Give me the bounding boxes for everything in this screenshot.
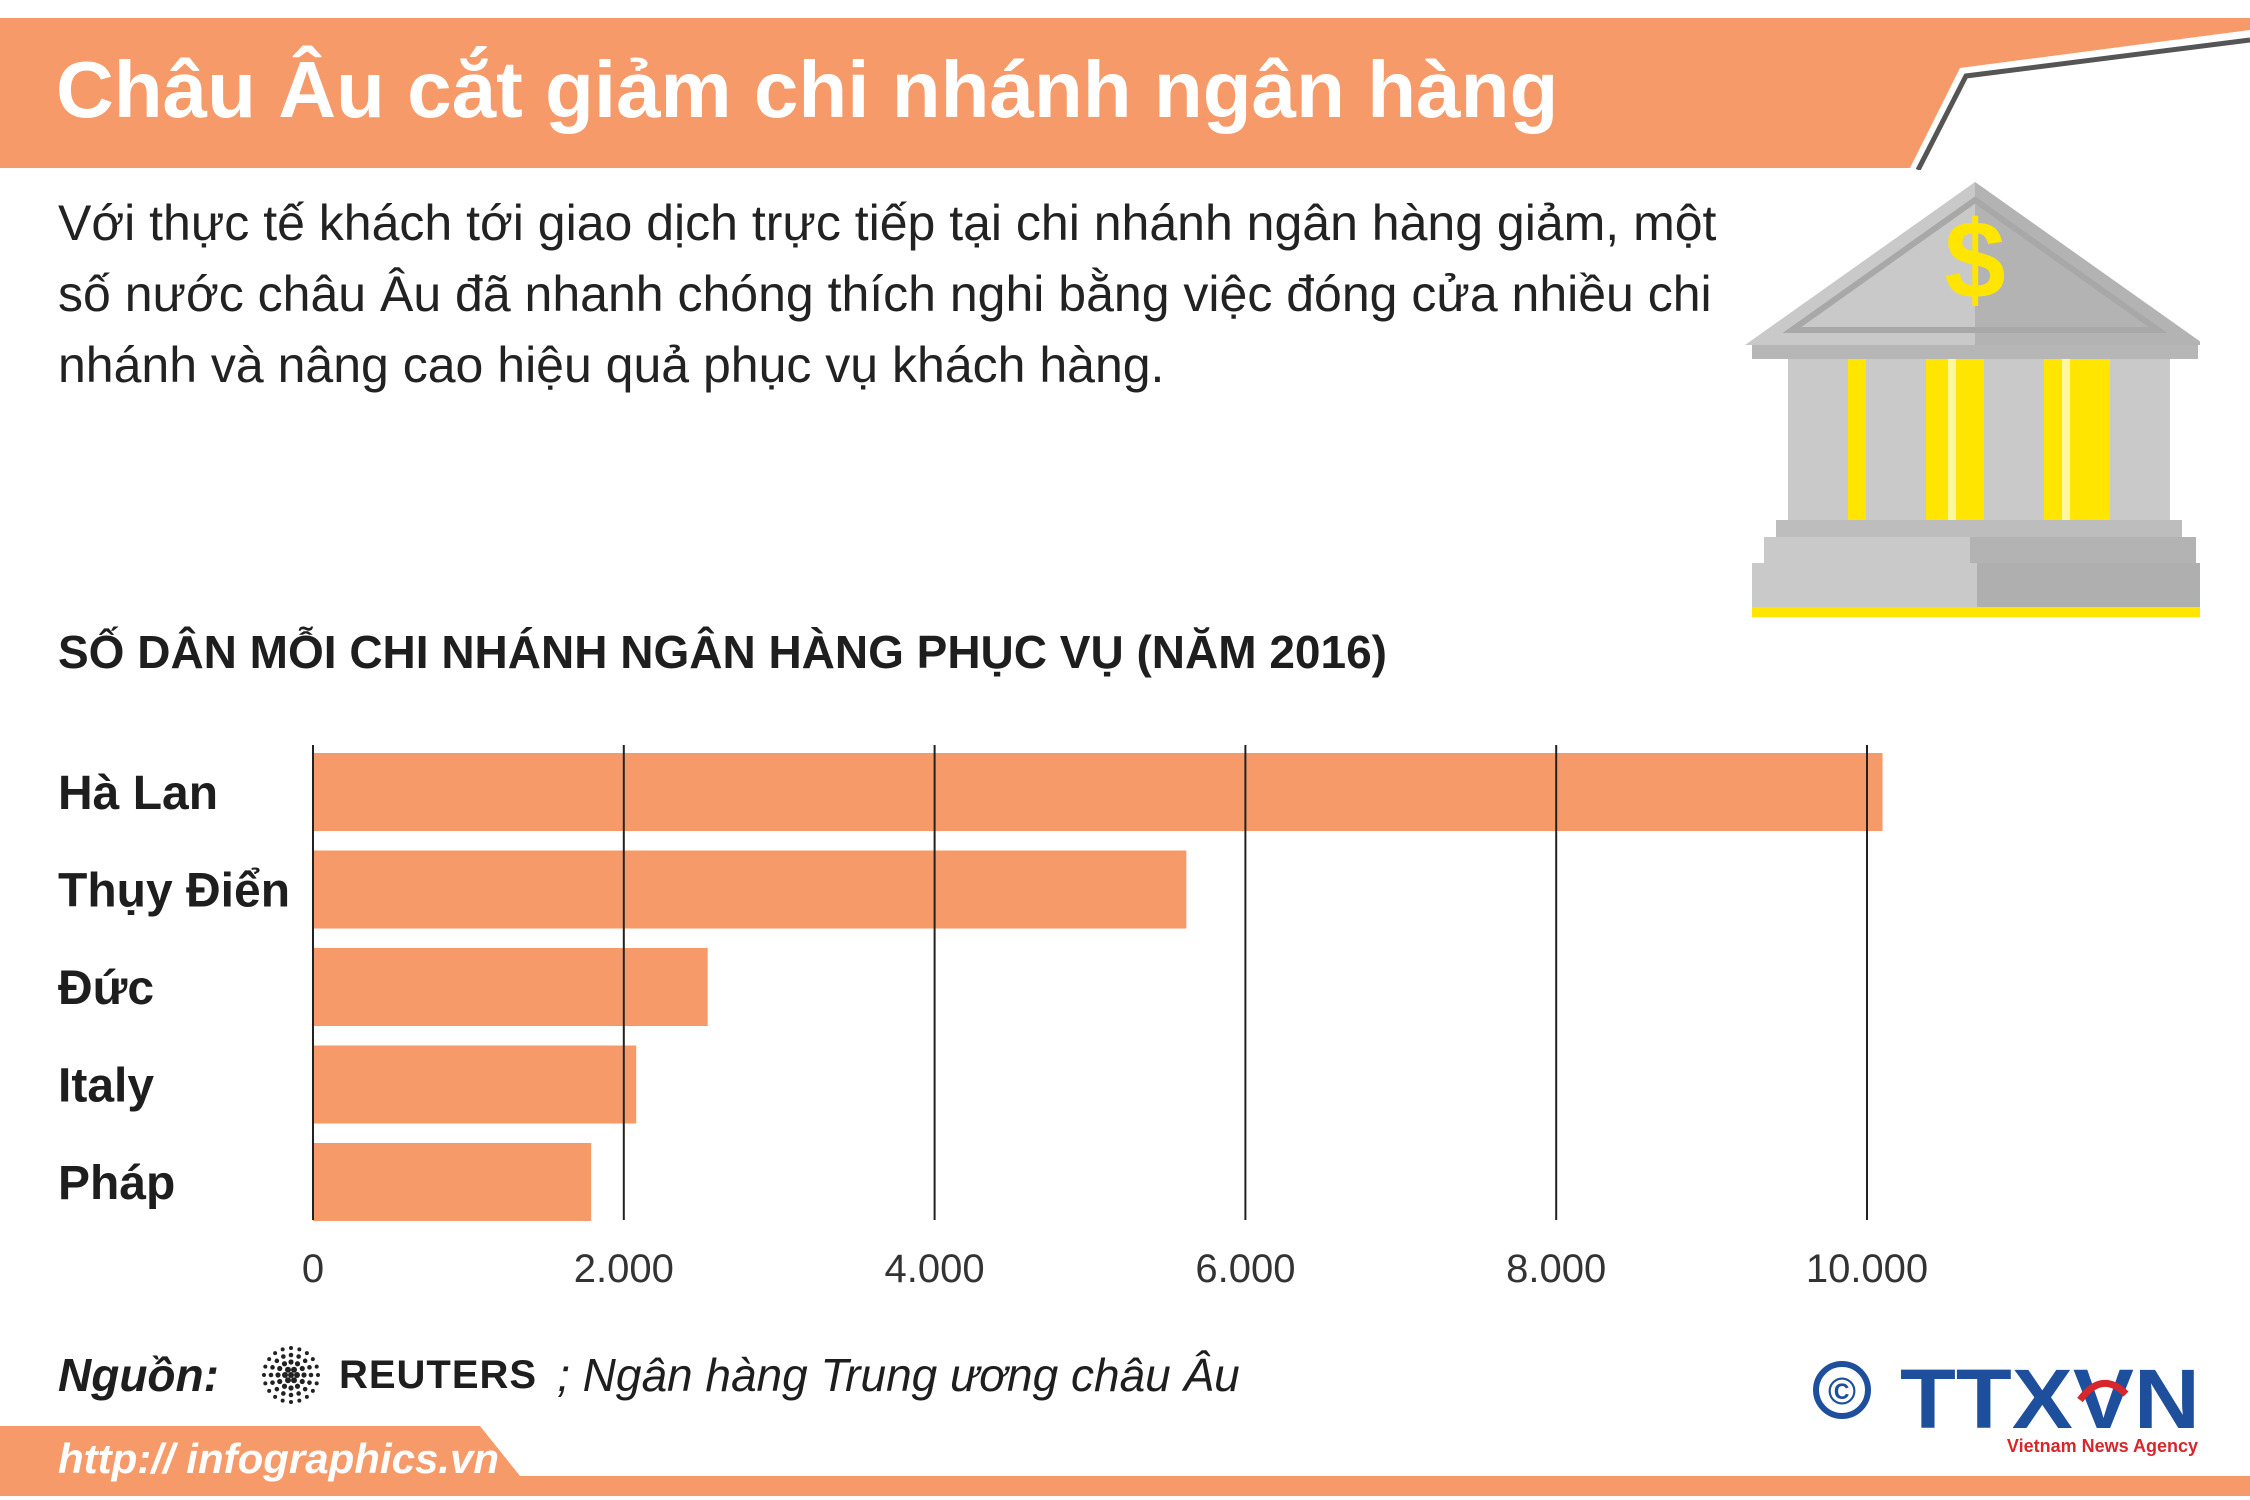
bar-0 xyxy=(313,753,1883,831)
tick-label-4: 8.000 xyxy=(1506,1247,1606,1291)
source-rest: ; Ngân hàng Trung ương châu Âu xyxy=(557,1349,1240,1401)
source-label: Nguồn: xyxy=(58,1349,219,1401)
reuters-logo-icon xyxy=(261,1346,320,1404)
source-line: Nguồn: REUTERS ; Ngân hàng Trung ương ch… xyxy=(58,1340,1240,1410)
chart-title: SỐ DÂN MỖI CHI NHÁNH NGÂN HÀNG PHỤC VỤ (… xyxy=(58,626,1387,678)
reuters-wordmark: REUTERS xyxy=(338,1352,538,1397)
tick-label-5: 10.000 xyxy=(1806,1247,1928,1291)
tick-label-3: 6.000 xyxy=(1195,1247,1295,1291)
logo-tagline: Vietnam News Agency xyxy=(2007,1436,2198,1456)
copyright-icon: © xyxy=(1828,1371,1856,1413)
dollar-icon: $ xyxy=(1944,199,2005,322)
category-label-3: Italy xyxy=(58,1060,154,1113)
ttxvn-logo: © TTXVN Vietnam News Agency xyxy=(1813,1352,2200,1456)
tick-label-1: 2.000 xyxy=(574,1247,674,1291)
category-label-4: Pháp xyxy=(58,1157,175,1210)
header-banner xyxy=(0,18,2250,170)
bar-chart: Hà Lan Thụy Điển Đức Italy Pháp 0 2.000 4.000 6.… xyxy=(58,745,1928,1291)
logo-name: TTXVN xyxy=(1900,1352,2200,1446)
tick-label-0: 0 xyxy=(302,1247,324,1291)
bar-1 xyxy=(313,850,1187,929)
intro-text: Với thực tế khách tới giao dịch trực tiế… xyxy=(58,195,1717,393)
category-label-1: Thụy Điển xyxy=(58,865,290,918)
footer-url[interactable]: http:// infographics.vn xyxy=(58,1435,499,1482)
footer-bar xyxy=(0,1426,2250,1496)
category-label-0: Hà Lan xyxy=(58,767,218,820)
page-title: Châu Âu cắt giảm chi nhánh ngân hàng xyxy=(56,45,1559,134)
category-label-2: Đức xyxy=(58,962,154,1015)
bar-3 xyxy=(313,1045,637,1124)
bank-building-icon: $ xyxy=(1745,182,2200,617)
bar-2 xyxy=(313,948,708,1026)
tick-label-2: 4.000 xyxy=(885,1247,985,1291)
bar-4 xyxy=(313,1143,592,1221)
